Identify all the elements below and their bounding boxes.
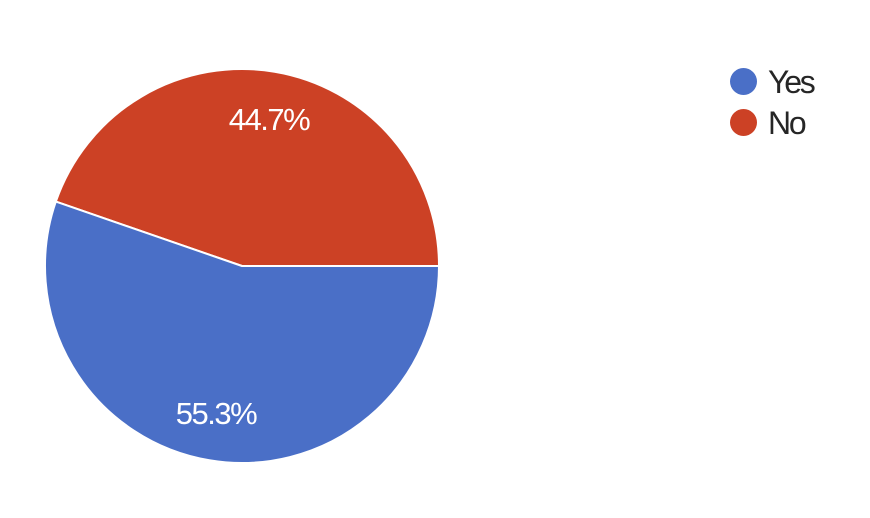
svg-text:44.7%: 44.7% [229,102,310,137]
svg-text:55.3%: 55.3% [176,396,257,431]
